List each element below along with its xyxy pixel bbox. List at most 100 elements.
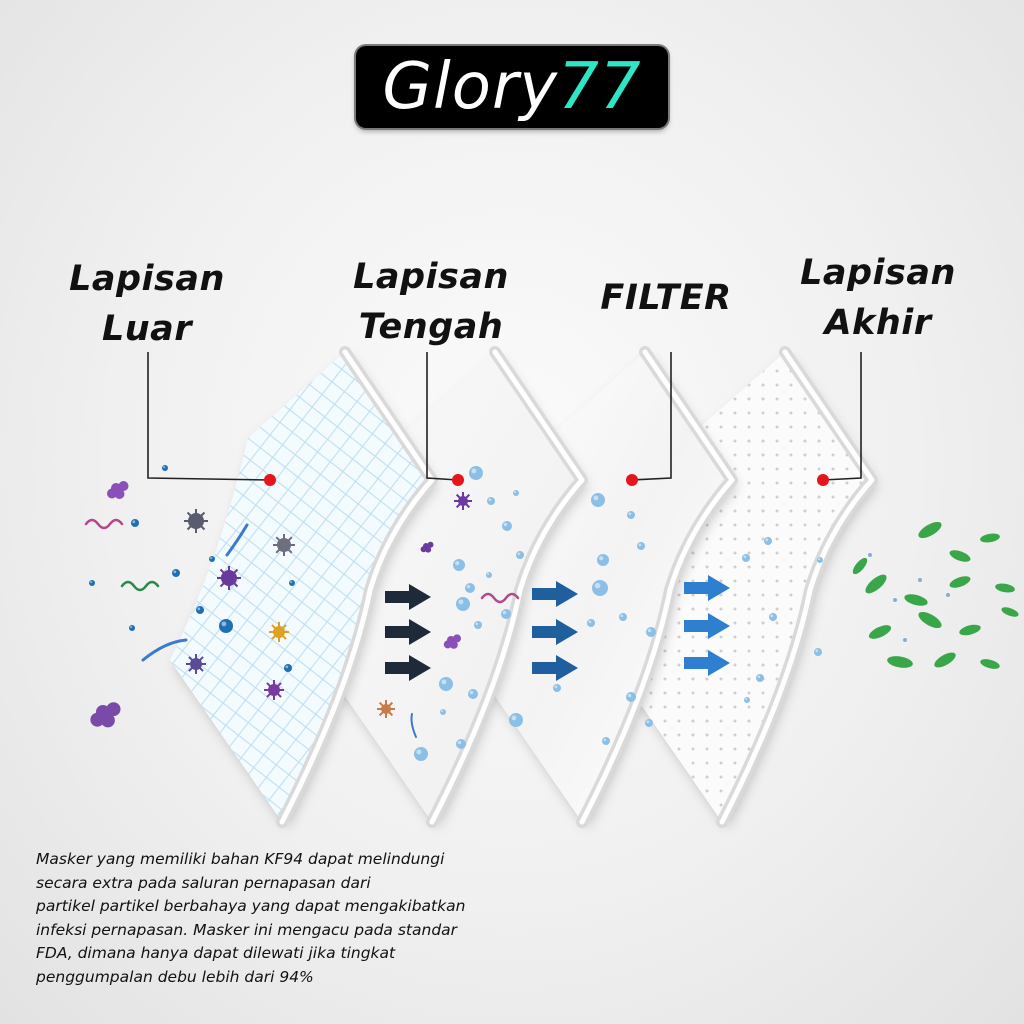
leaf-icon — [887, 656, 913, 668]
particle-icon — [209, 556, 215, 562]
particle-icon — [637, 542, 645, 550]
bacteria-icon — [107, 488, 117, 499]
particle-icon — [946, 593, 950, 597]
particle-shine — [441, 679, 447, 685]
particle-shine — [627, 693, 632, 698]
particle-shine — [290, 581, 293, 584]
particle-icon — [486, 572, 492, 578]
particle-icon — [440, 709, 446, 715]
particle-shine — [646, 720, 650, 724]
particle-shine — [197, 607, 201, 611]
arrow-icon — [532, 655, 578, 681]
particle-icon — [646, 627, 656, 637]
particle-shine — [488, 498, 492, 502]
particle-shine — [441, 710, 444, 713]
particle-icon — [764, 537, 772, 545]
bacteria-strand — [120, 580, 160, 592]
particle-icon — [131, 519, 139, 527]
particle-icon — [903, 638, 907, 642]
description-line: infeksi pernapasan. Masker ini mengacu p… — [36, 920, 458, 939]
particle-icon — [465, 583, 475, 593]
particle-icon — [219, 619, 233, 633]
leader-lines — [147, 352, 862, 486]
arrow-icon — [532, 619, 578, 645]
particle-shine — [130, 626, 133, 629]
particle-shine — [594, 582, 601, 589]
particle-icon — [756, 674, 764, 682]
bacteria-strand — [480, 592, 520, 604]
particle-icon — [744, 697, 750, 703]
particle-icon — [597, 554, 609, 566]
particle-shine — [620, 614, 624, 618]
particle-icon — [918, 578, 922, 582]
leaf-icon — [918, 521, 942, 539]
particle-icon — [456, 597, 470, 611]
particle-icon — [619, 613, 627, 621]
arrow-icon — [684, 613, 730, 639]
layer-akhir-sheet — [610, 352, 872, 822]
brand-number: 77 — [558, 50, 642, 124]
particle-shine — [770, 614, 774, 618]
particle-shine — [458, 599, 464, 605]
brand-name: Glory — [382, 50, 559, 124]
label-filter: FILTER — [578, 273, 754, 323]
virus-icon — [381, 704, 391, 714]
particle-shine — [502, 610, 507, 615]
label-line: FILTER — [600, 278, 732, 318]
particle-icon — [602, 737, 610, 745]
arrow-icon — [684, 650, 730, 676]
particle-shine — [475, 622, 479, 626]
particle-shine — [511, 715, 517, 721]
leaf-icon — [980, 533, 1000, 543]
particle-shine — [132, 520, 136, 524]
brand-wordmark: Glory77 — [382, 55, 641, 119]
layer-edge-highlight — [579, 349, 735, 825]
leaf-icon — [980, 659, 1000, 669]
particle-shine — [173, 570, 177, 574]
bacteria-icon — [453, 634, 461, 643]
bacteria-icon — [425, 546, 432, 553]
particle-icon — [501, 609, 511, 619]
bacteria-icon — [100, 713, 115, 728]
particle-shine — [647, 628, 652, 633]
particle-shine — [599, 556, 604, 561]
particle-shine — [221, 621, 227, 627]
description-line: penggumpalan debu lebih dari 94% — [36, 967, 314, 986]
particle-shine — [743, 555, 747, 559]
leader-marker — [452, 474, 464, 486]
particle-shine — [517, 552, 521, 556]
particle-shine — [503, 522, 508, 527]
particle-icon — [627, 511, 635, 519]
particle-icon — [591, 493, 605, 507]
leaf-icon — [949, 576, 971, 588]
virus-icon — [221, 570, 237, 586]
particle-icon — [814, 648, 822, 656]
particle-shine — [638, 543, 642, 547]
particle-shine — [285, 665, 289, 669]
bacteria-icon — [427, 541, 434, 548]
virus-icon — [277, 538, 291, 552]
particle-icon — [553, 684, 561, 692]
particle-icon — [474, 621, 482, 629]
bacteria-icon — [420, 546, 427, 553]
particle-shine — [90, 581, 93, 584]
particle-icon — [414, 747, 428, 761]
description-text: Masker yang memiliki bahan KF94 dapat me… — [36, 848, 596, 989]
leaf-icon — [1001, 607, 1019, 617]
leaf-icon — [934, 652, 956, 668]
airflow-arrows — [385, 575, 730, 681]
bacteria-icon — [106, 702, 121, 717]
particle-icon — [592, 580, 608, 596]
particle-shine — [745, 698, 748, 701]
label-line: Tengah — [358, 307, 504, 347]
fresh-air-leaves — [852, 521, 1019, 669]
layer-edge-highlight — [719, 349, 875, 825]
particle-shine — [628, 512, 632, 516]
arrow-icon — [684, 575, 730, 601]
particle-shine — [765, 538, 769, 542]
virus-icon — [188, 513, 204, 529]
leaf-icon — [949, 550, 971, 562]
particle-shine — [471, 468, 477, 474]
leaf-icon — [959, 624, 981, 636]
